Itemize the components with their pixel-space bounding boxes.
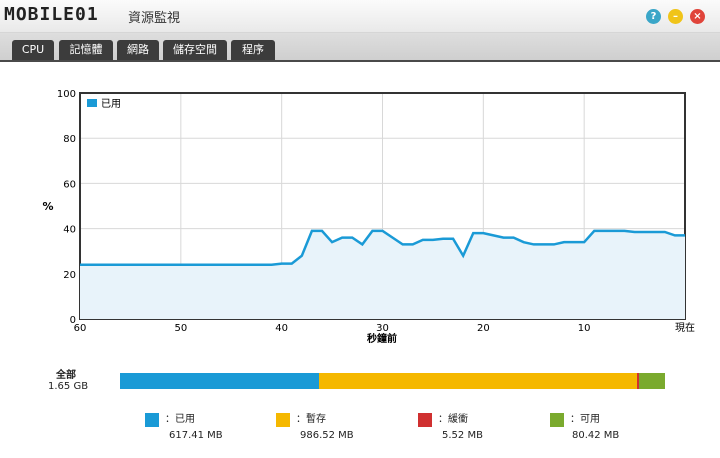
free-swatch <box>550 413 564 427</box>
y-tick-label: 80 <box>63 134 76 145</box>
close-icon[interactable]: × <box>690 9 705 24</box>
minimize-icon[interactable]: – <box>668 9 683 24</box>
y-tick-label: 60 <box>63 179 76 190</box>
buffer-swatch <box>418 413 432 427</box>
y-tick-label: 100 <box>57 89 76 100</box>
help-icon[interactable]: ? <box>646 9 661 24</box>
tab-network[interactable]: 網路 <box>117 40 159 60</box>
y-tick-label: 20 <box>63 270 76 281</box>
x-axis-label: 秒鐘前 <box>367 332 397 345</box>
cached-label: ：暫存 <box>296 414 326 425</box>
brand-logo: MOBILE01 <box>4 4 99 25</box>
total-label: 全部 <box>56 370 76 381</box>
legend-label-used: 已用 <box>101 99 121 110</box>
memory-breakdown-bar <box>120 373 665 389</box>
free-label: ：可用 <box>570 414 600 425</box>
x-tick-label: 50 <box>174 323 187 334</box>
bar-segment-used <box>120 373 320 389</box>
x-tick-label: 現在 <box>675 322 695 334</box>
series-area-used <box>80 230 685 319</box>
memory-usage-chart: 0 20 40 60 80 100 60 50 40 30 20 10 現在 % 秒鐘前 已用 <box>42 89 695 345</box>
tab-bar: CPU 記憶體 網路 儲存空間 程序 <box>0 33 720 62</box>
y-tick-label: 0 <box>70 315 76 326</box>
x-tick-label: 10 <box>578 323 591 334</box>
tab-memory[interactable]: 記憶體 <box>59 40 113 60</box>
used-label: ：已用 <box>165 414 195 425</box>
tab-cpu[interactable]: CPU <box>12 40 54 60</box>
tab-storage[interactable]: 儲存空間 <box>163 40 227 60</box>
y-tick-label: 40 <box>63 225 76 236</box>
bar-segment-cached <box>319 373 638 389</box>
used-swatch <box>145 413 159 427</box>
total-value: 1.65 GB <box>48 381 89 392</box>
used-value: 617.41 MB <box>169 430 223 441</box>
x-tick-label: 60 <box>74 323 87 334</box>
window-title: 資源監視 <box>128 11 181 26</box>
title-bar: MOBILE01 資源監視 ? – × <box>0 0 720 33</box>
buffer-value: 5.52 MB <box>442 430 483 441</box>
bar-segment-free <box>639 373 665 389</box>
cached-swatch <box>276 413 290 427</box>
x-tick-label: 30 <box>376 323 389 334</box>
y-axis-label: % <box>42 200 53 213</box>
x-tick-label: 20 <box>477 323 490 334</box>
x-tick-label: 40 <box>275 323 288 334</box>
series-line-used <box>80 229 685 267</box>
free-value: 80.42 MB <box>572 430 620 441</box>
legend-swatch-used <box>87 99 97 107</box>
chart-legend: 已用 <box>87 99 121 110</box>
tab-processes[interactable]: 程序 <box>231 40 275 60</box>
bar-segment-buffer <box>637 373 640 389</box>
buffer-label: ：緩衝 <box>438 414 468 425</box>
cached-value: 986.52 MB <box>300 430 354 441</box>
